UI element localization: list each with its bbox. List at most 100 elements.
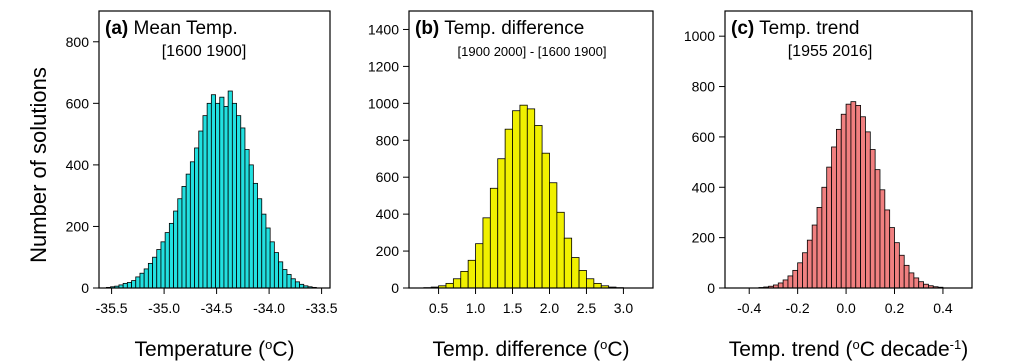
histogram-bar — [811, 224, 818, 289]
histogram-bar — [534, 125, 543, 289]
histogram-bar — [541, 152, 550, 289]
histogram-bar — [586, 278, 595, 289]
histogram-bar — [840, 113, 847, 289]
histogram-bar — [265, 227, 271, 289]
histogram-bar — [210, 94, 216, 289]
histogram-bar — [181, 186, 187, 289]
histogram-bar — [593, 282, 602, 289]
histogram-bar — [850, 101, 857, 289]
y-tick-label: 1000 — [368, 95, 399, 111]
histogram-bar — [884, 209, 891, 289]
histogram-bar — [168, 222, 174, 289]
histogram-bar — [273, 252, 279, 289]
histogram-bar — [282, 269, 288, 289]
x-tick-label: 2.5 — [577, 300, 597, 316]
x-tick-label: -33.5 — [306, 300, 338, 316]
histogram-bar — [797, 262, 803, 289]
x-tick-label: -35.5 — [96, 300, 128, 316]
y-tick-label: 800 — [66, 34, 90, 50]
plot-frame — [408, 10, 654, 289]
histogram-bar — [782, 279, 789, 289]
y-tick-label: 400 — [66, 157, 90, 173]
histogram-bar — [874, 169, 881, 289]
panel-subtitle: [1955 2016] — [788, 43, 873, 60]
histogram-bar — [549, 182, 558, 289]
histogram-bar — [908, 272, 915, 289]
histogram-bar — [519, 104, 528, 289]
histogram-bar — [198, 130, 204, 289]
histogram-bar — [147, 262, 153, 289]
x-tick-label: 1.0 — [466, 300, 486, 316]
histogram-bar — [578, 270, 587, 289]
histogram-bar — [898, 254, 905, 289]
histogram-bar — [131, 280, 137, 289]
x-axis-label: Temp. trend (oC decade-1) — [729, 337, 968, 362]
x-tick-label: 1.5 — [503, 300, 523, 316]
histogram-bar — [227, 90, 233, 289]
y-tick-label: 400 — [376, 206, 400, 222]
histogram-bar — [845, 103, 852, 289]
histogram-bar — [894, 242, 900, 289]
x-tick-label: 0.0 — [836, 300, 856, 316]
histogram-bar — [460, 270, 469, 289]
histogram-bar — [475, 243, 484, 289]
histogram-bar — [139, 272, 145, 289]
x-axis-label: Temp. difference (oC) — [432, 337, 629, 362]
histogram-bar — [556, 211, 565, 289]
x-tick-label: -0.2 — [786, 300, 810, 316]
histogram-bar — [156, 249, 162, 289]
y-tick-label: 600 — [376, 169, 400, 185]
x-axis-label: Temperature (oC) — [134, 337, 294, 362]
histogram-bar — [257, 198, 263, 289]
histogram-bar — [571, 257, 580, 289]
histogram-bar — [889, 227, 895, 289]
histogram-bar — [206, 102, 212, 289]
chart-panel-2: 0 200 400 600 800 1000 1200 1400 0.5 1.0 1.5 2.0 2.5… — [368, 10, 654, 362]
histogram-bar — [865, 131, 871, 289]
histogram-bar — [152, 256, 158, 289]
histogram-bar — [563, 237, 573, 289]
histogram-bar — [512, 110, 521, 289]
histogram-bar — [869, 149, 876, 289]
x-tick-label: 0.2 — [885, 300, 905, 316]
histogram-bar — [219, 96, 225, 289]
histogram-bar — [826, 166, 832, 289]
panel-title: (a) Mean Temp. — [105, 18, 238, 39]
y-tick-label: 0 — [707, 280, 715, 296]
y-tick-label: 0 — [81, 280, 89, 296]
histogram-bar — [278, 261, 284, 289]
histogram-bar — [831, 146, 837, 289]
histogram-bar — [860, 116, 866, 289]
y-tick-label: 1400 — [368, 21, 399, 37]
panel-title: (c) Temp. trend — [731, 18, 860, 39]
histogram-bar — [806, 239, 813, 289]
histogram-bar — [835, 128, 842, 289]
histogram-bar — [290, 278, 296, 289]
histogram-bar — [248, 164, 254, 289]
y-tick-label: 0 — [391, 280, 399, 296]
x-tick-label: -34.0 — [253, 300, 285, 316]
plot-frame — [724, 10, 973, 289]
histogram-bar — [160, 241, 166, 289]
histogram-bar — [504, 128, 513, 289]
panel-title: (b) Temp. difference — [415, 18, 584, 39]
histogram-bar — [231, 102, 237, 289]
shared-y-axis-label: Number of solutions — [26, 67, 51, 263]
histogram-bar — [445, 282, 454, 289]
histogram-bar — [173, 210, 179, 289]
histogram-bar — [244, 149, 250, 289]
y-tick-label: 800 — [376, 132, 400, 148]
histogram-bar — [294, 281, 300, 289]
histogram-bar — [918, 281, 924, 289]
y-tick-label: 1200 — [368, 58, 399, 74]
histogram-bar — [126, 282, 132, 289]
histogram-bar — [855, 105, 862, 289]
y-tick-label: 200 — [66, 218, 90, 234]
histogram-bar — [467, 259, 476, 289]
y-tick-label: 1000 — [684, 28, 715, 44]
x-tick-label: 0.5 — [429, 300, 449, 316]
histogram-bar — [482, 217, 491, 289]
y-tick-label: 600 — [692, 129, 716, 145]
y-tick-label: 800 — [692, 79, 716, 95]
y-tick-label: 400 — [692, 179, 716, 195]
